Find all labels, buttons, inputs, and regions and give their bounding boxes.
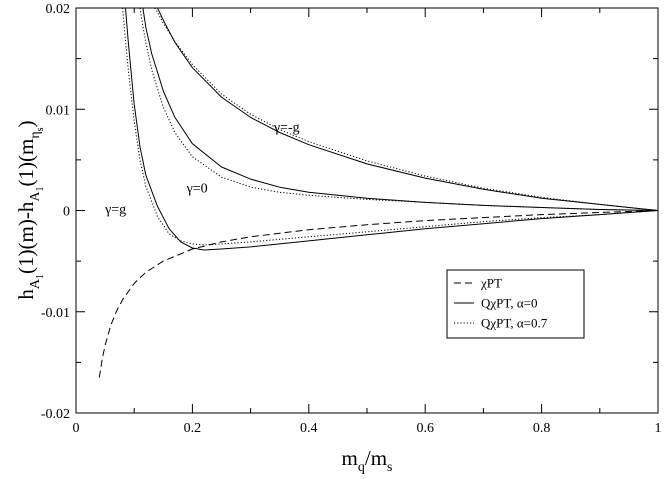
x-tick-label: 0.4 xyxy=(300,421,318,436)
y-tick-label: 0.02 xyxy=(46,2,71,17)
series-line-dotted xyxy=(122,8,658,246)
x-tick-label: 0.2 xyxy=(184,421,202,436)
y-tick-label: 0.01 xyxy=(46,103,71,118)
legend-label: QχPT, α=0.7 xyxy=(481,316,548,331)
legend-label: QχPT, α=0 xyxy=(481,296,538,311)
series-line-dotted xyxy=(139,8,658,211)
curve-annotation: γ=-g xyxy=(273,121,300,136)
x-tick-label: 0.6 xyxy=(416,421,434,436)
legend: χPT QχPT, α=0 QχPT, α=0.7 xyxy=(446,269,585,339)
y-tick-label: -0.02 xyxy=(41,407,70,422)
x-tick-label: 1 xyxy=(655,421,662,436)
legend-label: χPT xyxy=(480,276,502,291)
x-tick-label: 0 xyxy=(73,421,80,436)
y-axis-title: hA1(1)(m)-hA1(1)(mηs) xyxy=(14,120,46,299)
x-axis-title: mq/ms xyxy=(342,446,393,475)
annotations: γ=-g γ=0 γ=g xyxy=(104,121,300,218)
series-line-solid xyxy=(157,8,658,211)
axis-ticks: 0 0.2 0.4 0.6 0.8 1 -0.02 -0.01 0 0.01 0.02 xyxy=(41,2,662,436)
y-tick-label: 0 xyxy=(63,205,70,220)
x-tick-label: 0.8 xyxy=(533,421,551,436)
series-line-dotted xyxy=(154,8,658,211)
curve-annotation: γ=g xyxy=(104,203,126,218)
curve-annotation: γ=0 xyxy=(186,181,208,196)
series-group xyxy=(98,8,658,378)
series-line-dashed xyxy=(98,210,658,378)
series-line-solid xyxy=(125,8,658,251)
series-line-solid xyxy=(142,8,658,211)
plot-frame xyxy=(75,7,659,414)
legend-box xyxy=(446,269,585,339)
y-tick-label: -0.01 xyxy=(41,306,70,321)
